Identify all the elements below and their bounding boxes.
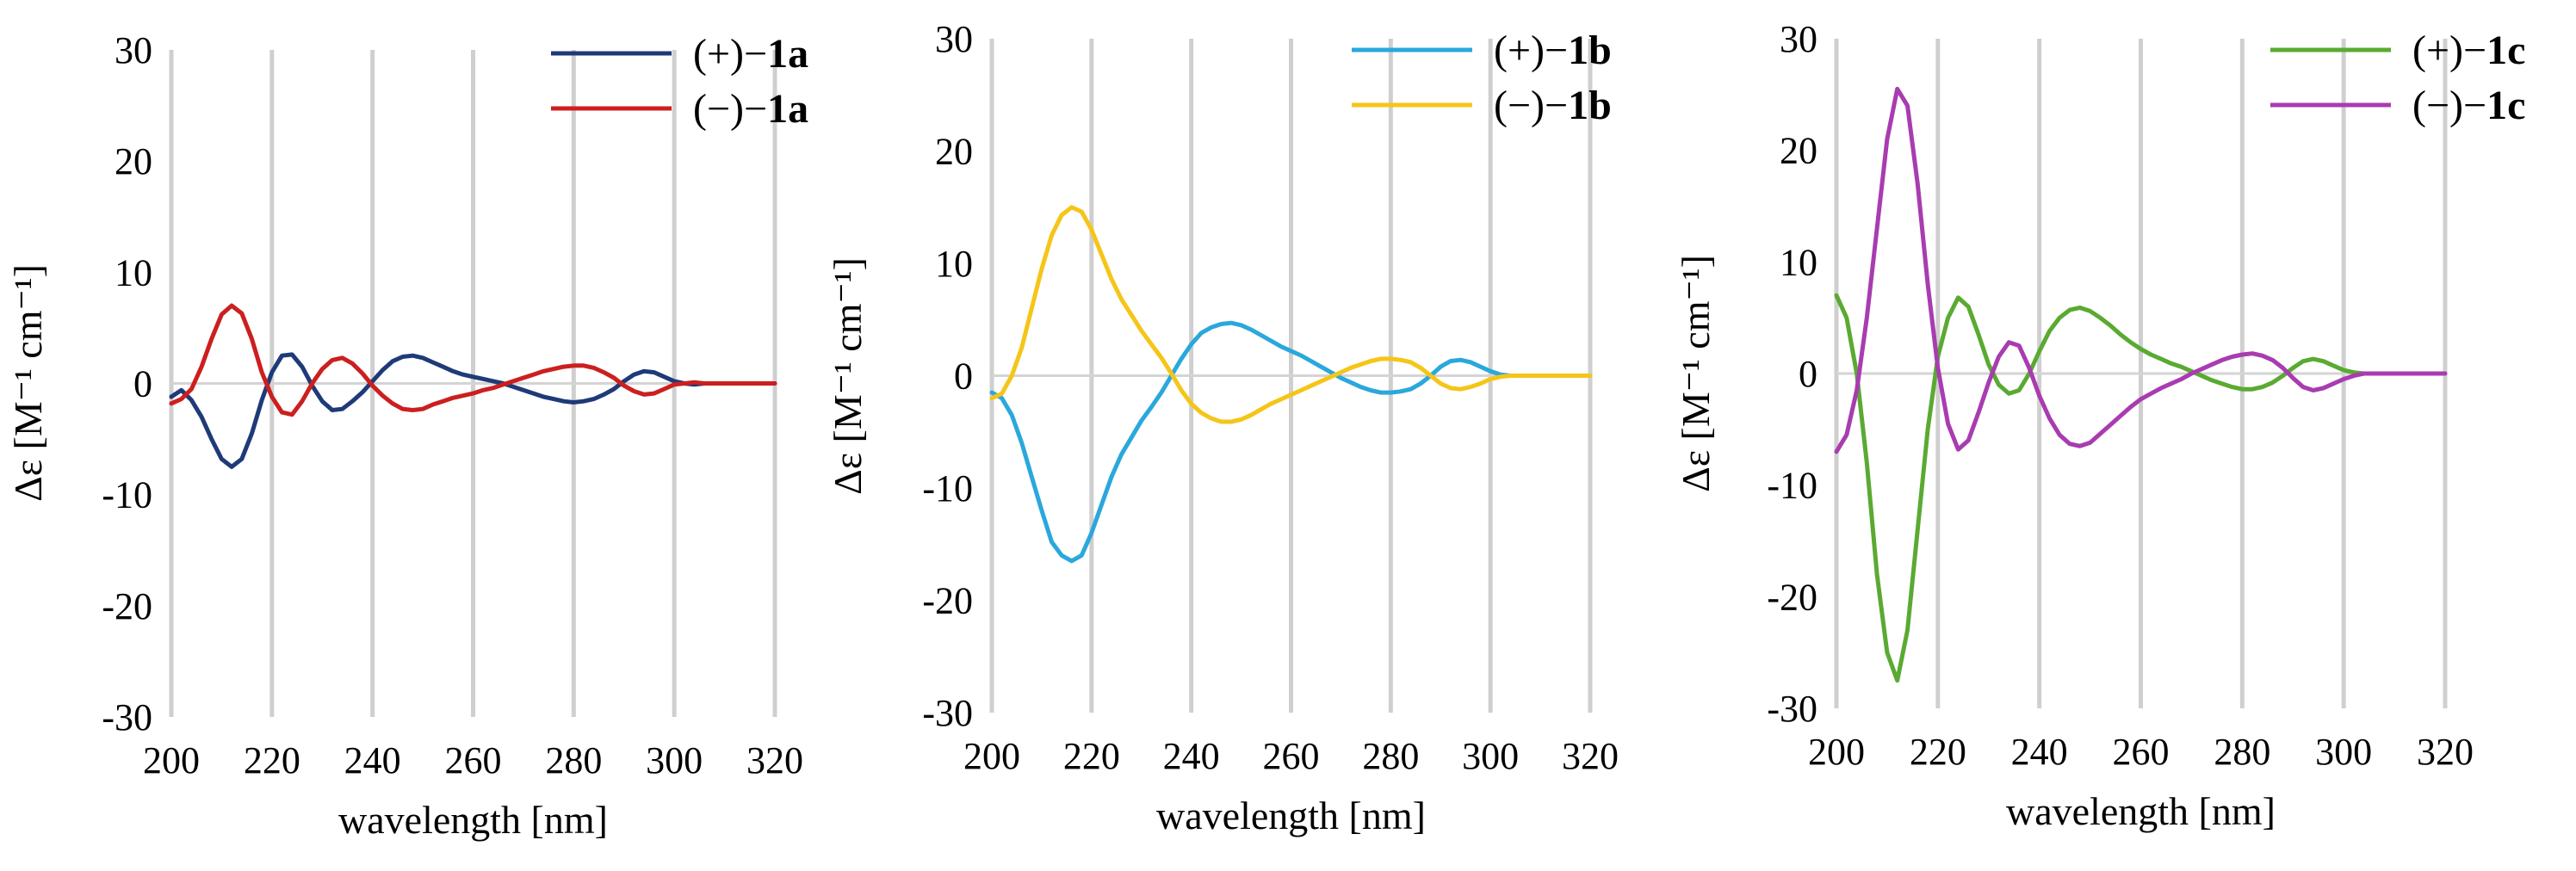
y-tick-label: 20 — [1780, 130, 1817, 172]
y-tick-label: -30 — [102, 696, 152, 738]
x-tick-label: 200 — [1808, 731, 1865, 773]
y-tick-label: 0 — [954, 355, 973, 398]
y-tick-label: 10 — [1780, 241, 1817, 283]
y-tick-label: -30 — [922, 692, 973, 734]
x-tick-label: 260 — [1263, 735, 1320, 777]
x-tick-label: 220 — [1910, 731, 1966, 773]
y-axis-label: Δε [M⁻¹ cm⁻¹] — [1674, 255, 1718, 492]
legend-label: (+)−1b — [1494, 28, 1612, 73]
legend-label: (−)−1b — [1494, 83, 1612, 128]
x-tick-label: 220 — [1063, 735, 1120, 777]
x-tick-label: 320 — [746, 739, 803, 781]
y-tick-label: 30 — [935, 18, 973, 60]
y-tick-label: 20 — [935, 131, 973, 173]
x-tick-label: 280 — [545, 739, 602, 781]
x-tick-label: 260 — [2113, 731, 2170, 773]
x-tick-label: 280 — [1362, 735, 1419, 777]
y-tick-label: -20 — [102, 585, 152, 627]
y-tick-label: -20 — [1767, 576, 1817, 618]
y-tick-label: 30 — [1780, 18, 1817, 60]
x-axis-label: wavelength [nm] — [1156, 794, 1426, 837]
legend-label: (+)−1a — [693, 31, 808, 77]
x-tick-label: 320 — [1562, 735, 1619, 777]
x-tick-label: 220 — [244, 739, 300, 781]
series-line-1a-minus — [169, 303, 777, 417]
series-line-1b-plus — [989, 320, 1593, 564]
y-tick-label: -30 — [1767, 688, 1817, 730]
y-tick-label: 0 — [1799, 353, 1817, 395]
x-tick-label: 300 — [1462, 735, 1519, 777]
x-tick-label: 240 — [344, 739, 401, 781]
legend-label: (−)−1c — [2412, 83, 2525, 128]
series-line-1c-plus — [1834, 293, 2448, 683]
x-tick-label: 260 — [445, 739, 502, 781]
x-axis-label: wavelength [nm] — [2006, 789, 2276, 833]
y-tick-label: -10 — [1767, 465, 1817, 507]
series-line-1c-minus — [1834, 86, 2448, 454]
x-tick-label: 320 — [2417, 731, 2474, 773]
x-tick-label: 200 — [143, 739, 200, 781]
y-axis-label: Δε [M⁻¹ cm⁻¹] — [826, 257, 870, 495]
y-tick-label: 10 — [115, 251, 152, 293]
y-tick-label: -20 — [922, 580, 973, 622]
x-tick-label: 300 — [2315, 731, 2372, 773]
x-tick-label: 300 — [646, 739, 703, 781]
x-tick-label: 200 — [963, 735, 1020, 777]
y-tick-label: 10 — [935, 243, 973, 285]
y-tick-label: 0 — [133, 363, 152, 405]
x-axis-label: wavelength [nm] — [338, 798, 608, 842]
y-tick-label: 30 — [115, 29, 152, 71]
x-tick-label: 280 — [2214, 731, 2270, 773]
y-tick-label: -10 — [102, 474, 152, 516]
y-tick-label: -10 — [922, 467, 973, 510]
series-line-1b-minus — [989, 205, 1593, 424]
y-tick-label: 20 — [115, 140, 152, 182]
legend-label: (−)−1a — [693, 86, 808, 132]
legend-label: (+)−1c — [2412, 28, 2525, 73]
x-tick-label: 240 — [1163, 735, 1220, 777]
y-axis-label: Δε [M⁻¹ cm⁻¹] — [6, 264, 50, 502]
x-tick-label: 240 — [2011, 731, 2068, 773]
